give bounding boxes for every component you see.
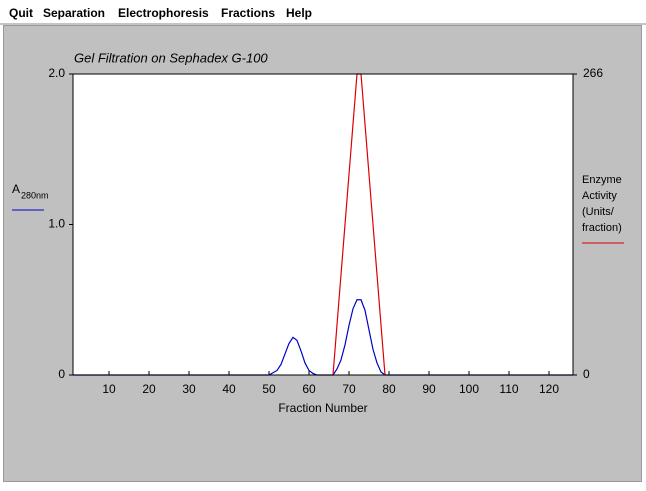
y-axis-label-subscript: 280nm xyxy=(21,190,49,200)
x-tick-label: 80 xyxy=(382,382,396,396)
menu-item[interactable]: Quit xyxy=(9,6,33,20)
data-line xyxy=(73,299,573,376)
y2-tick-label: 0 xyxy=(583,367,590,381)
y-tick-label: 2.0 xyxy=(48,66,65,80)
x-tick-label: 10 xyxy=(102,382,116,396)
chart-title: Gel Filtration on Sephadex G-100 xyxy=(74,50,268,65)
x-tick-label: 20 xyxy=(142,382,156,396)
y2-axis-label: (Units/ xyxy=(582,206,615,218)
x-tick-label: 70 xyxy=(342,382,356,396)
y2-tick-label: 266 xyxy=(583,66,603,80)
x-tick-label: 40 xyxy=(222,382,236,396)
y-tick-label: 0 xyxy=(58,367,65,381)
x-tick-label: 90 xyxy=(422,382,436,396)
menu-item[interactable]: Separation xyxy=(43,6,105,20)
y2-axis-label: Activity xyxy=(582,190,617,202)
menu-bar xyxy=(0,0,646,24)
x-tick-label: 110 xyxy=(499,382,518,396)
y-tick-label: 1.0 xyxy=(48,217,65,231)
x-tick-label: 30 xyxy=(182,382,196,396)
plot-area xyxy=(73,74,573,375)
x-tick-label: 50 xyxy=(262,382,276,396)
plot-border xyxy=(72,73,574,376)
y2-axis-label: Enzyme xyxy=(582,174,622,186)
menu-item[interactable]: Electrophoresis xyxy=(118,6,209,20)
x-tick-label: 60 xyxy=(302,382,316,396)
menu-item[interactable]: Fractions xyxy=(221,6,275,20)
y2-axis-label: fraction) xyxy=(582,222,622,234)
menu-item[interactable]: Help xyxy=(286,6,312,20)
y-axis-label: A xyxy=(12,182,20,196)
x-tick-label: 100 xyxy=(459,382,479,396)
x-tick-label: 120 xyxy=(539,382,559,396)
x-axis-label: Fraction Number xyxy=(278,401,367,415)
